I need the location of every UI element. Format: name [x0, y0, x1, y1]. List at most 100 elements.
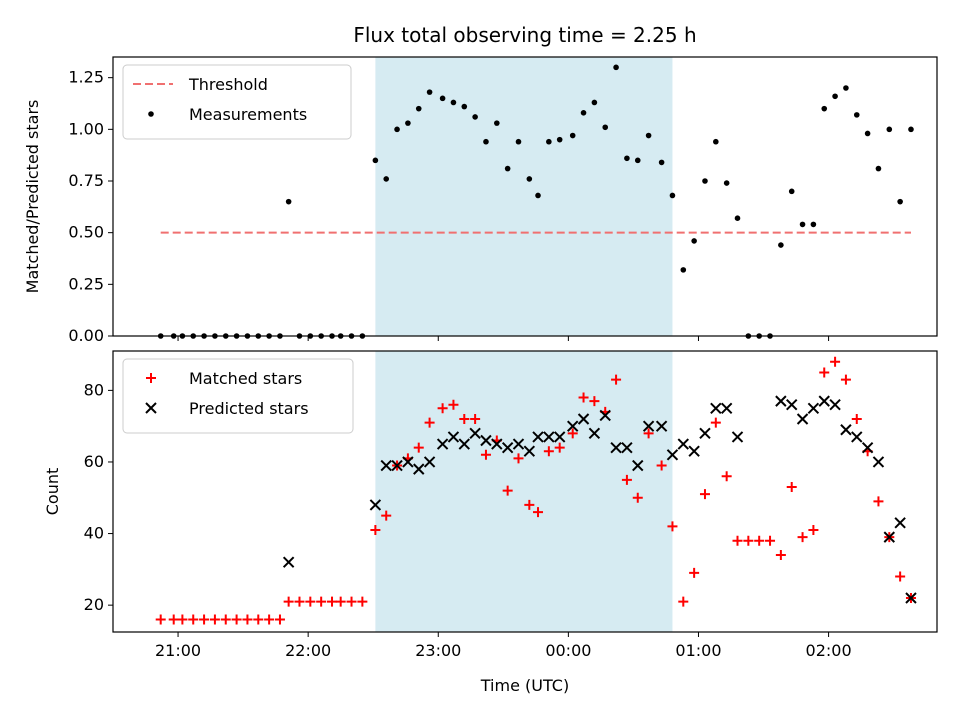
- y-tick-label: 40: [84, 524, 104, 543]
- predicted-point: [599, 409, 611, 422]
- plot-frame: [112, 56, 938, 337]
- series-predicted-stars: [282, 395, 917, 604]
- matched-point: [667, 521, 678, 532]
- measurement-point: [494, 120, 500, 126]
- legend-swatch: [145, 402, 157, 414]
- x-tick-label: 00:00: [545, 641, 591, 660]
- legend-box: [122, 64, 352, 140]
- observing-window-span: [375, 57, 673, 336]
- measurement-point: [853, 112, 860, 118]
- predicted-point: [699, 427, 711, 440]
- legend-item: Measurements: [148, 105, 307, 124]
- measurement-point: [450, 99, 457, 106]
- matched-point: [543, 446, 554, 457]
- matched-point: [502, 485, 513, 496]
- predicted-point: [872, 456, 885, 468]
- matched-point: [632, 492, 643, 503]
- measurement-point: [535, 192, 541, 199]
- plot-frame: [112, 350, 938, 633]
- predicted-point: [786, 398, 798, 411]
- predicted-point: [905, 592, 917, 604]
- y-tick-label: 0.00: [68, 326, 104, 345]
- measurement-point: [908, 126, 914, 133]
- predicted-point: [553, 431, 566, 443]
- legend-label: Threshold: [188, 75, 268, 94]
- matched-point: [797, 532, 808, 543]
- x-tick-label: 02:00: [806, 641, 852, 660]
- predicted-point: [883, 531, 896, 543]
- predicted-point: [632, 459, 644, 472]
- measurement-point: [875, 165, 882, 172]
- legend-swatch: [148, 111, 154, 117]
- matched-point: [554, 442, 565, 453]
- matched-point: [448, 399, 459, 410]
- y-tick-label: 20: [84, 595, 104, 614]
- matched-point: [699, 489, 710, 500]
- measurement-point: [394, 126, 400, 133]
- measurement-point: [864, 130, 871, 137]
- matched-point: [743, 535, 754, 546]
- measurement-point: [680, 267, 687, 273]
- matched-point: [621, 474, 632, 485]
- matched-point: [656, 460, 667, 471]
- observing-window-span: [375, 351, 673, 632]
- matched-point: [754, 535, 765, 546]
- predicted-point: [666, 449, 679, 461]
- measurement-point: [472, 114, 478, 120]
- measurement-point: [658, 159, 665, 166]
- matched-point: [524, 499, 535, 510]
- legend-box: [122, 358, 354, 434]
- predicted-point: [501, 441, 514, 454]
- predicted-point: [710, 402, 722, 414]
- measurement-point: [613, 64, 619, 71]
- predicted-point: [282, 556, 295, 568]
- x-axis-label: Time (UTC): [480, 676, 569, 695]
- measurement-point: [810, 221, 817, 228]
- matched-point: [765, 535, 776, 546]
- matched-point: [873, 496, 884, 507]
- measurement-point: [821, 105, 828, 112]
- predicted-point: [840, 424, 852, 436]
- measurement-point: [426, 89, 433, 95]
- measurement-point: [897, 198, 903, 205]
- top-panel: 0.00 0.25 0.50 0.75 1.00 1.25 Matched/Predicte…: [23, 56, 938, 345]
- matched-point: [721, 471, 732, 482]
- predicted-point: [423, 456, 436, 468]
- predicted-point: [436, 438, 449, 450]
- matched-point: [294, 596, 305, 607]
- measurement-point: [691, 238, 697, 244]
- measurement-point: [415, 105, 422, 112]
- measurement-point: [580, 110, 587, 116]
- series-matched-stars: [155, 356, 916, 625]
- matched-point: [470, 414, 481, 425]
- predicted-point: [655, 420, 668, 432]
- legend-item: Threshold: [133, 75, 268, 94]
- matched-point: [253, 614, 264, 625]
- measurement-point: [483, 138, 489, 145]
- matched-point: [611, 374, 622, 385]
- predicted-point: [677, 438, 690, 450]
- measurement-point: [439, 95, 446, 102]
- predicted-point: [458, 438, 470, 450]
- legend-item: Predicted stars: [145, 399, 309, 418]
- matched-point: [413, 442, 424, 453]
- matched-point: [168, 614, 179, 625]
- predicted-point: [796, 413, 809, 425]
- y-tick-label: 1.00: [68, 119, 104, 138]
- predicted-point: [402, 456, 414, 468]
- measurement-point: [645, 132, 652, 139]
- predicted-point: [480, 434, 492, 447]
- measurement-point: [713, 138, 719, 145]
- predicted-point: [532, 431, 544, 443]
- measurement-point: [372, 157, 379, 164]
- predicted-point: [447, 431, 460, 443]
- matched-point: [895, 571, 906, 582]
- matched-point: [327, 596, 338, 607]
- predicted-point: [543, 431, 555, 443]
- matched-point: [370, 524, 381, 535]
- predicted-point: [731, 431, 744, 443]
- matched-point: [533, 507, 544, 518]
- y-tick-label: 80: [84, 380, 104, 399]
- matched-point: [643, 428, 654, 439]
